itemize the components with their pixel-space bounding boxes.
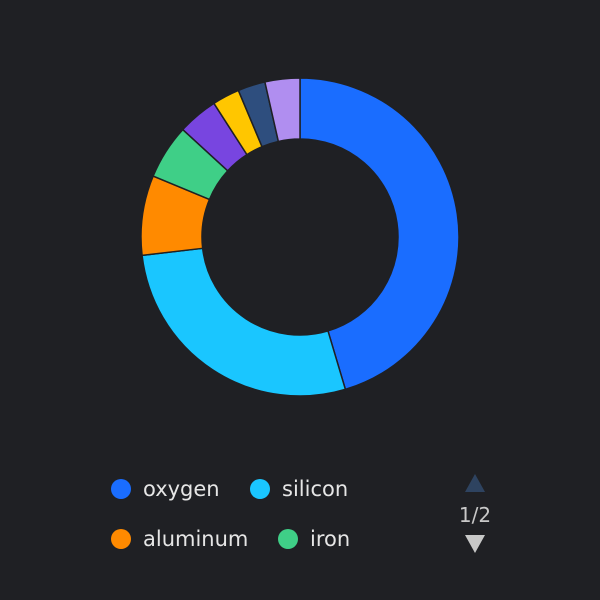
legend-marker-silicon [250,479,270,499]
legend-label-silicon: silicon [282,477,348,501]
legend: oxygen silicon aluminum iron [111,477,350,551]
donut-slice-silicon[interactable] [141,247,347,397]
legend-item-aluminum[interactable]: aluminum [111,527,248,551]
legend-label-iron: iron [310,527,350,551]
pager-next-icon[interactable] [465,535,485,553]
donut-slices [140,77,460,397]
donut-slice-oxygen[interactable] [299,77,460,391]
legend-marker-aluminum [111,529,131,549]
legend-pager: 1/2 [459,474,491,553]
legend-item-oxygen[interactable]: oxygen [111,477,220,501]
legend-item-iron[interactable]: iron [278,527,350,551]
pager-page-indicator: 1/2 [459,503,491,527]
legend-marker-iron [278,529,298,549]
legend-item-silicon[interactable]: silicon [250,477,348,501]
pager-prev-icon[interactable] [465,474,485,492]
legend-label-oxygen: oxygen [143,477,220,501]
donut-slice-item-8[interactable] [264,77,301,143]
legend-label-aluminum: aluminum [143,527,248,551]
legend-marker-oxygen [111,479,131,499]
